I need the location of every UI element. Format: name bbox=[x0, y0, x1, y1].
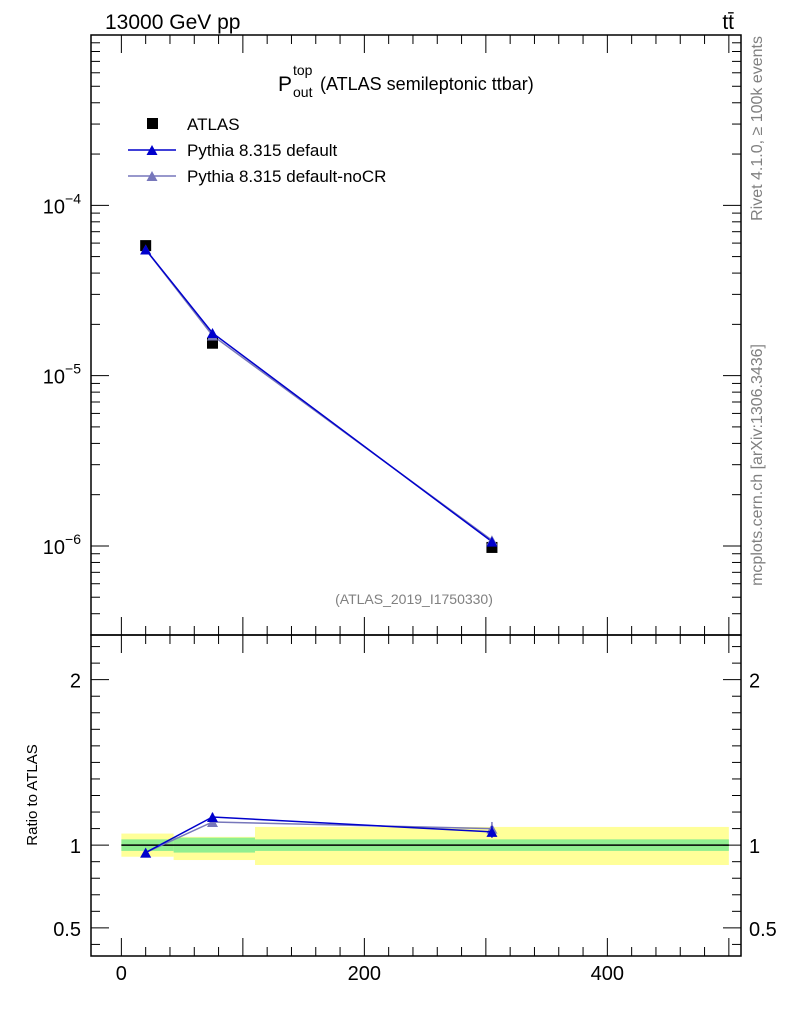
ratio-ytick-label-right: 0.5 bbox=[749, 919, 777, 941]
legend-marker-default bbox=[146, 145, 158, 155]
ratio-ytick-label-right: 2 bbox=[749, 671, 760, 693]
main-axis-ticks: 10−4 10−5 10−6 bbox=[43, 34, 741, 636]
process-label: tt̄ bbox=[722, 11, 734, 34]
ratio-panel: 0.5 0.5 1 1 2 2 0 200 400 Ratio to ATLAS bbox=[24, 634, 777, 985]
ratio-ytick-label-left: 1 bbox=[70, 836, 81, 858]
main-ytick-label: 10−4 bbox=[43, 190, 81, 218]
series-line-nocr bbox=[145, 249, 493, 541]
legend-marker-nocr bbox=[146, 171, 158, 181]
series-point-default bbox=[140, 244, 152, 255]
legend-label-nocr: Pythia 8.315 default-noCR bbox=[187, 167, 386, 186]
title-rest: (ATLAS semileptonic ttbar) bbox=[320, 74, 534, 94]
ratio-bands bbox=[121, 826, 729, 865]
rivet-label: Rivet 4.1.0, ≥ 100k events bbox=[749, 36, 766, 221]
series-line-default bbox=[145, 249, 493, 543]
main-series bbox=[140, 240, 498, 553]
xtick-label: 200 bbox=[348, 963, 381, 985]
legend-marker-atlas bbox=[147, 118, 158, 129]
legend: ATLAS Pythia 8.315 default Pythia 8.315 … bbox=[128, 115, 386, 186]
main-panel: 10−4 10−5 10−6 P top out (ATLAS semilepton… bbox=[43, 34, 742, 636]
ratio-ytick-label-right: 1 bbox=[749, 836, 760, 858]
ratio-series bbox=[140, 812, 498, 858]
xtick-label: 400 bbox=[591, 963, 624, 985]
ratio-ytick-label-left: 0.5 bbox=[53, 919, 81, 941]
ratio-point-default bbox=[140, 847, 152, 858]
ratio-ylabel: Ratio to ATLAS bbox=[24, 744, 41, 845]
series-point-default bbox=[206, 327, 218, 338]
main-ytick-label: 10−5 bbox=[43, 361, 81, 389]
xtick-label: 0 bbox=[116, 963, 127, 985]
plot-title: P top out (ATLAS semileptonic ttbar) bbox=[278, 62, 534, 100]
energy-label: 13000 GeV pp bbox=[105, 11, 240, 34]
mcplots-label: mcplots.cern.ch [arXiv:1306.3436] bbox=[749, 344, 766, 586]
series-point-default bbox=[486, 536, 498, 547]
ratio-ytick-label-left: 2 bbox=[70, 671, 81, 693]
legend-label-atlas: ATLAS bbox=[187, 115, 240, 134]
main-ytick-label: 10−6 bbox=[43, 531, 81, 559]
ratio-frame bbox=[90, 634, 742, 957]
ratio-point-default bbox=[206, 812, 218, 823]
ratio-point-default bbox=[486, 826, 498, 837]
atlas-point bbox=[486, 541, 498, 553]
title-sup: top bbox=[293, 62, 313, 78]
title-main: P bbox=[278, 73, 292, 96]
atlas-point bbox=[206, 337, 218, 349]
ratio-axis-ticks: 0.5 0.5 1 1 2 2 0 200 400 bbox=[53, 635, 777, 985]
legend-label-default: Pythia 8.315 default bbox=[187, 141, 338, 160]
title-sub: out bbox=[293, 84, 313, 100]
analysis-id: (ATLAS_2019_I1750330) bbox=[335, 591, 493, 607]
